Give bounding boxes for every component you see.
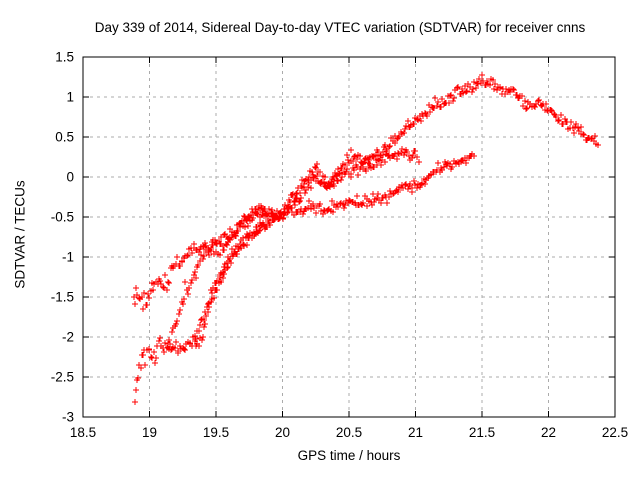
x-tick-label: 19.5 (203, 425, 229, 440)
y-tick-label: 0 (66, 170, 74, 185)
x-tick-label: 20 (275, 425, 290, 440)
x-tick-label: 21.5 (469, 425, 495, 440)
y-tick-label: 1 (66, 90, 74, 105)
x-tick-label: 21 (408, 425, 423, 440)
x-tick-label: 18.5 (70, 425, 96, 440)
scatter-series-trace-2 (165, 72, 601, 347)
x-tick-label: 20.5 (336, 425, 362, 440)
y-tick-label: -0.5 (51, 210, 74, 225)
y-tick-label: -2 (62, 330, 74, 345)
y-tick-label: 0.5 (55, 130, 74, 145)
chart-title: Day 339 of 2014, Sidereal Day-to-day VTE… (94, 20, 586, 35)
scatter-series-trace-3 (131, 146, 422, 312)
plot-border (82, 56, 616, 418)
y-tick-label: -3 (62, 410, 74, 425)
y-tick-label: -1 (62, 250, 74, 265)
y-axis-label: SDTVAR / TECUs (12, 180, 28, 289)
scatter-series-trace-4 (192, 220, 270, 342)
x-tick-label: 22.5 (602, 425, 628, 440)
y-tick-label: 1.5 (55, 50, 74, 65)
y-tick-label: -2.5 (51, 370, 74, 385)
y-tick-label: -1.5 (51, 290, 74, 305)
x-tick-label: 22 (541, 425, 556, 440)
x-axis-label: GPS time / hours (297, 448, 401, 463)
x-tick-label: 19 (142, 425, 157, 440)
